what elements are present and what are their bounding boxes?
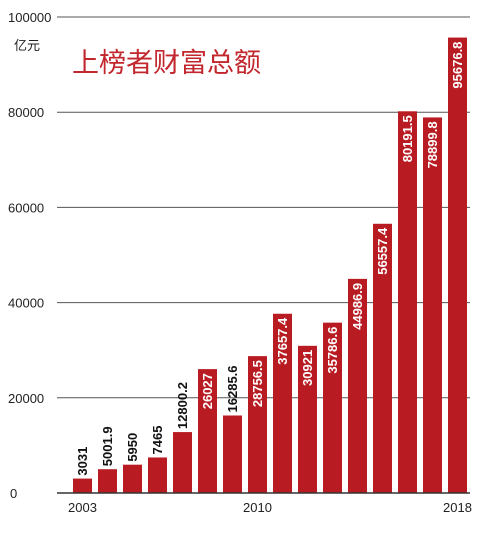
bar-2005	[123, 464, 142, 493]
bar-value-label-2011: 37657.4	[275, 317, 290, 365]
bar-2010	[248, 356, 267, 493]
x-tick-label: 2010	[243, 500, 272, 515]
y-axis-ticks: 0 20000 40000 60000 80000 100000	[8, 10, 51, 501]
bar-2007	[173, 432, 192, 493]
y-tick-label: 80000	[8, 105, 44, 120]
bar-2015	[373, 223, 392, 493]
bar-value-label-2016: 80191.5	[400, 115, 415, 162]
bars	[73, 37, 467, 494]
x-tick-label: 2018	[443, 500, 472, 515]
bar-value-label-2018: 95676.8	[450, 42, 465, 89]
bar-value-label-2010: 28756.5	[250, 360, 265, 407]
bar-value-label-2009: 16285.6	[225, 365, 240, 412]
y-tick-label: 60000	[8, 200, 44, 215]
bar-2017	[423, 117, 442, 493]
y-tick-label: 0	[10, 486, 17, 501]
bar-value-label-2003: 3031	[75, 447, 90, 476]
bar-value-label-2015: 56557.4	[375, 227, 390, 275]
bar-2014	[348, 278, 367, 493]
bar-value-labels: 3031 5001.9 5950 7465 12800.2 26027 16285.6 287…	[75, 42, 465, 476]
x-tick-label: 2003	[68, 500, 97, 515]
bar-value-label-2005: 5950	[125, 433, 140, 462]
y-axis-unit: 亿元	[14, 39, 40, 54]
bar-value-label-2014: 44986.9	[350, 283, 365, 330]
bar-2003	[73, 478, 92, 493]
y-tick-label: 40000	[8, 296, 44, 311]
bar-value-label-2012: 30921	[300, 350, 315, 386]
bar-value-label-2006: 7465	[150, 426, 165, 455]
bar-2012	[298, 345, 317, 493]
bar-2016	[398, 111, 417, 494]
bar-2011	[273, 313, 292, 493]
bar-2008	[198, 369, 217, 493]
x-axis-ticks: 2003 2010 2018	[68, 500, 472, 515]
bar-2018	[448, 37, 467, 493]
y-tick-label: 100000	[8, 10, 51, 25]
bar-2004	[98, 469, 117, 493]
bar-value-label-2008: 26027	[200, 373, 215, 409]
bar-value-label-2007: 12800.2	[175, 382, 190, 429]
y-tick-label: 20000	[8, 391, 44, 406]
bar-2009	[223, 415, 242, 493]
bar-value-label-2004: 5001.9	[100, 426, 115, 466]
bar-value-label-2017: 78899.8	[425, 121, 440, 168]
chart-title: 上榜者财富总额	[72, 48, 261, 79]
bar-2006	[148, 457, 167, 493]
bar-2013	[323, 322, 342, 493]
bar-value-label-2013: 35786.6	[325, 327, 340, 374]
